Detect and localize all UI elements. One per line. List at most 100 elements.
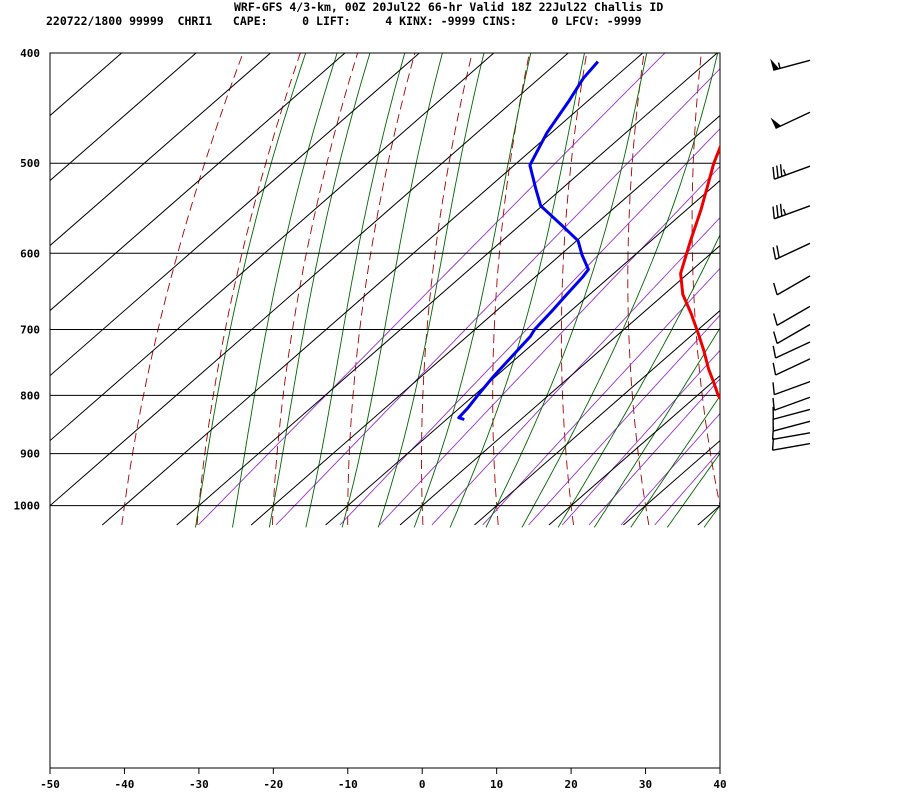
isotherm-line <box>250 114 720 526</box>
moist-adiabat <box>449 53 585 528</box>
isotherm-line <box>474 309 720 526</box>
mixing-ratio-line <box>620 412 720 526</box>
wind-barb <box>771 437 811 451</box>
dry-adiabat <box>627 53 650 526</box>
moist-adiabat <box>195 53 307 528</box>
sounding-line <box>457 60 600 421</box>
barb-staff <box>776 275 811 296</box>
wind-barb <box>772 164 811 180</box>
moist-adiabat <box>413 53 532 528</box>
barb-feather <box>773 313 778 326</box>
barb-staff <box>775 358 811 376</box>
barb-staff <box>772 442 811 451</box>
moist-adiabat <box>630 395 720 528</box>
barb-staff <box>773 408 811 420</box>
barb-feather <box>773 331 778 344</box>
wind-barb <box>771 427 811 441</box>
x-tick-label: -40 <box>115 778 135 791</box>
barb-staff <box>774 396 811 411</box>
moist-adiabat <box>305 53 406 528</box>
isotherm-line <box>50 53 495 442</box>
axis-ticks: 400 500 600 700 800 900 1000 -50 -40 -30 -20 -10 0 10… <box>14 47 727 791</box>
barb-feather <box>773 282 778 296</box>
x-tick-label: -10 <box>338 778 358 791</box>
x-tick-label: -50 <box>40 778 60 791</box>
wind-barb <box>773 305 811 326</box>
barb-half-feather <box>782 169 787 176</box>
barb-feather <box>772 362 777 376</box>
dry-adiabat <box>421 53 473 526</box>
moist-adiabat <box>703 504 720 528</box>
isotherm-line <box>399 244 720 526</box>
isotherm-line <box>50 53 122 117</box>
wind-barb <box>772 242 811 261</box>
moist-adiabat <box>485 53 648 528</box>
moist-adiabat <box>268 53 371 528</box>
wind-barb <box>772 418 811 432</box>
barb-staff <box>773 59 811 71</box>
barb-feather <box>772 382 775 395</box>
barb-staff <box>774 205 811 220</box>
y-tick-label: 700 <box>20 323 40 336</box>
barb-feather <box>779 203 783 217</box>
moist-adiabat <box>666 452 720 528</box>
dry-adiabat <box>121 53 244 526</box>
mixing-ratio-line <box>528 314 720 526</box>
barb-feather <box>772 345 777 359</box>
mixing-ratio-line <box>379 165 720 526</box>
wind-barbs <box>770 58 811 451</box>
sounding-profiles <box>457 60 720 421</box>
barb-feather <box>779 164 783 177</box>
x-tick-label: 0 <box>419 778 426 791</box>
isotherm-line <box>50 53 197 182</box>
y-tick-label: 500 <box>20 157 40 170</box>
wind-barb <box>772 358 811 376</box>
wind-barb <box>772 341 811 359</box>
dry-adiabat <box>196 53 301 526</box>
x-tick-label: 30 <box>639 778 652 791</box>
barb-pennant <box>770 117 781 129</box>
wind-barb <box>770 58 811 71</box>
barb-staff <box>772 432 811 441</box>
barb-half-feather <box>777 62 781 69</box>
barb-half-feather <box>782 208 787 215</box>
wind-barb <box>770 111 811 129</box>
barb-feather <box>776 165 779 178</box>
plot-frame <box>49 52 721 769</box>
dry-adiabat <box>873 53 900 525</box>
y-tick-label: 600 <box>20 247 40 260</box>
moist-adiabat <box>377 53 485 528</box>
wind-barb <box>773 323 811 345</box>
isotherm-line <box>50 53 569 507</box>
mixing-ratio-line <box>561 349 720 526</box>
isotherm-line <box>697 504 720 526</box>
dry-adiabat <box>347 53 416 525</box>
wind-barb <box>773 275 811 296</box>
mixing-ratio-line <box>339 128 720 526</box>
wind-barb <box>772 380 811 396</box>
isotherm-line <box>176 53 718 526</box>
x-tick-label: 10 <box>490 778 503 791</box>
barb-feather <box>776 205 779 218</box>
mixing-ratio-line <box>197 53 666 526</box>
barb-feather <box>772 206 775 219</box>
y-tick-label: 800 <box>20 389 40 402</box>
chart-title: WRF-GFS 4/3-km, 00Z 20Jul22 66-hr Valid … <box>234 0 664 14</box>
barb-feather <box>776 245 780 258</box>
barb-staff <box>773 420 811 432</box>
moist-adiabat <box>741 53 900 527</box>
dry-adiabat <box>691 53 720 508</box>
barb-feather <box>771 427 775 440</box>
barb-staff <box>774 380 811 396</box>
barb-feather <box>772 166 775 180</box>
moist-adiabat <box>341 53 443 528</box>
barb-feather <box>772 247 777 260</box>
background-lines <box>50 53 900 528</box>
mixing-ratio-line <box>482 267 720 526</box>
barb-staff <box>776 305 811 326</box>
x-tick-label: -30 <box>189 778 209 791</box>
barb-staff <box>775 242 811 261</box>
barb-pennant <box>770 58 780 71</box>
isotherm-line <box>50 53 346 312</box>
